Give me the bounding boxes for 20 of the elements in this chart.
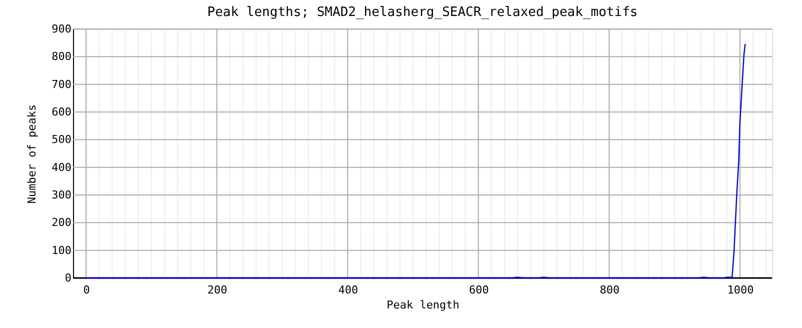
y-tick-label: 200 (52, 216, 72, 230)
x-tick-label: 0 (83, 284, 90, 296)
x-tick-label: 800 (600, 284, 620, 296)
x-tick-label: 400 (338, 284, 358, 296)
x-tick-label: 1000 (727, 284, 754, 296)
y-tick-label: 500 (52, 133, 72, 146)
x-tick-label: 200 (207, 284, 228, 296)
y-tick-label: 100 (52, 244, 72, 257)
y-tick-label: 0 (64, 272, 72, 284)
chart-title: Peak lengths; SMAD2_helasherg_SEACR_relaxed_peak_motifs (207, 5, 638, 20)
y-tick-label: 800 (52, 50, 72, 64)
y-tick-label: 700 (52, 78, 72, 91)
y-tick-label: 300 (52, 188, 72, 202)
y-tick-label: 900 (52, 22, 72, 36)
x-tick-label: 600 (468, 284, 489, 296)
y-tick-label: 400 (52, 160, 72, 174)
line-series (85, 43, 746, 279)
x-axis-title: Peak length (386, 298, 460, 312)
y-axis-title: Number of peaks (26, 104, 39, 204)
y-tick-label: 600 (52, 106, 72, 118)
